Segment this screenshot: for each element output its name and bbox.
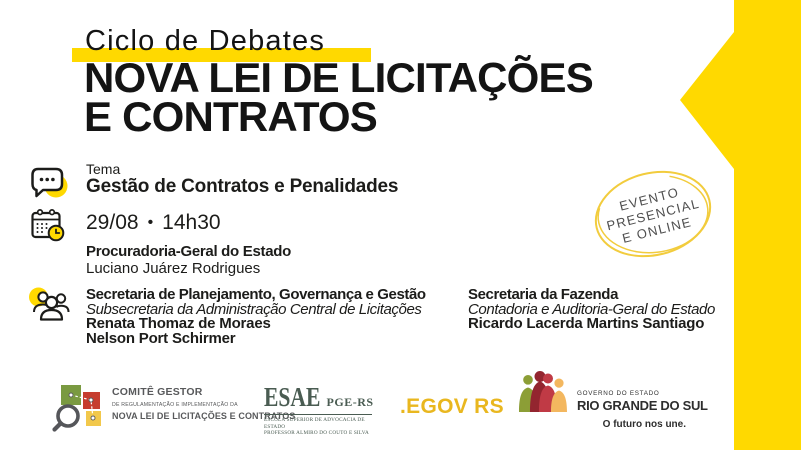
sefaz-person-1: Ricardo Lacerda Martins Santiago [468,315,705,332]
date-time-bullet: • [147,214,154,231]
badge-ellipse-icon [594,170,712,258]
comite-title: COMITÊ GESTOR [112,386,203,398]
esae-divider [264,414,372,415]
event-title: NOVA LEI DE LICITAÇÕES E CONTRATOS [84,54,594,140]
spgg-dept: Subsecretaria da Administração Central d… [86,300,422,318]
rs-people-logo-icon [519,371,567,412]
kicker-text: Ciclo de Debates [85,25,326,57]
kicker-highlight-bar [72,48,371,62]
event-title-line2: E CONTRATOS [84,93,378,140]
comite-subtitle: DE REGULAMENTAÇÃO E IMPLEMENTAÇÃO DA [112,402,238,408]
govrs-name: RIO GRANDE DO SUL [577,398,708,413]
people-icon [29,287,70,321]
govrs-small: GOVERNO DO ESTADO [577,390,660,397]
esae-acronym: ESAE [264,382,321,412]
event-date: 29/08 [86,211,139,234]
tema-label: Tema [86,161,121,177]
spgg-org: Secretaria de Planejamento, Governança e… [86,286,426,303]
spgg-person-1: Renata Thomaz de Moraes [86,315,271,332]
comite-name: NOVA LEI DE LICITAÇÕES E CONTRATOS [112,411,296,421]
calendar-icon [31,209,65,242]
pge-org: Procuradoria-Geral do Estado [86,243,291,260]
sefaz-speaker-block: Secretaria da Fazenda Contadoria e Audit… [468,286,715,332]
esae-suffix: PGE-RS [326,395,374,409]
event-mode-badge: EVENTO PRESENCIAL E ONLINE [594,170,712,258]
event-title-line1: NOVA LEI DE LICITAÇÕES [84,54,594,101]
tema-title: Gestão de Contratos e Penalidades [86,176,399,197]
spgg-person-2: Nelson Port Schirmer [86,329,236,347]
esae-line-2: PROFESSOR ALMIRO DO COUTO E SILVA [264,430,369,436]
esae-line-1: ESCOLA SUPERIOR DE ADVOCACIA DE ESTADO [264,417,365,430]
comite-gestor-logo [52,385,101,432]
govrs-text-block: GOVERNO DO ESTADO RIO GRANDE DO SUL O fu… [577,390,708,430]
pge-person: Luciano Juárez Rodrigues [86,260,261,277]
sefaz-org: Secretaria da Fazenda [468,286,619,303]
spgg-speaker-block: Secretaria de Planejamento, Governança e… [86,286,426,347]
comite-text-block: COMITÊ GESTOR DE REGULAMENTAÇÃO E IMPLEM… [112,386,295,421]
magnifier-icon [52,404,80,432]
chat-bubble-icon [31,167,68,198]
esae-logo: ESAE PGE-RS ESCOLA SUPERIOR DE ADVOCACIA… [264,382,374,437]
govrs-tagline: O futuro nos une. [602,419,686,430]
event-time: 14h30 [162,211,221,234]
sefaz-dept: Contadoria e Auditoria-Geral do Estado [468,300,715,318]
egov-logo-text: .EGOV RS [400,395,504,418]
schedule-row: 29/08 • 14h30 [86,211,221,235]
pge-speaker-block: Procuradoria-Geral do Estado Luciano Juá… [86,244,291,276]
